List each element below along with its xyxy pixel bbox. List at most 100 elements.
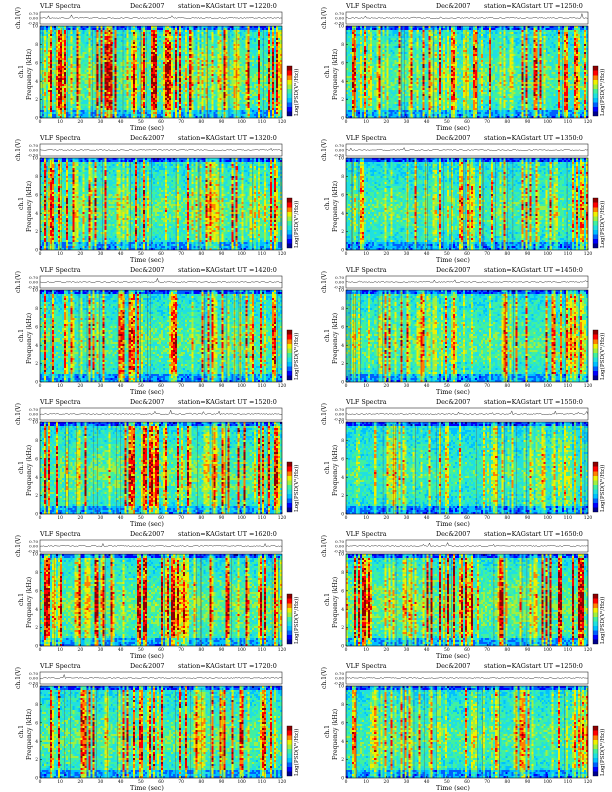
x-tick-label: 90 [219, 120, 225, 125]
waveform-y-axis-label: ch.1(V) [15, 139, 22, 161]
y-tick-label: 2 [35, 494, 38, 499]
x-tick-label: 30 [404, 648, 410, 653]
y-tick-label: 8 [341, 571, 344, 576]
y-tick-label: 2 [341, 230, 344, 235]
y-tick-label: 6 [35, 61, 38, 66]
spectrogram-cells [40, 554, 282, 646]
x-tick-label: 80 [505, 252, 511, 257]
colorbar-label: Log(PSD(V²/Hz)) [294, 333, 300, 380]
y-axis-label: Frequency (kHz) [332, 709, 339, 760]
x-tick-label: 90 [525, 120, 531, 125]
waveform-frame [346, 276, 588, 288]
colorbar-label: Log(PSD(V²/Hz)) [294, 465, 300, 512]
x-tick-label: 10 [363, 648, 369, 653]
x-tick-label: 20 [78, 780, 84, 785]
x-axis-label: Time (sec) [130, 256, 164, 264]
channel-label: ch.1 [18, 725, 25, 738]
y-axis-label: Frequency (kHz) [26, 49, 33, 100]
x-tick-label: 70 [178, 252, 184, 257]
x-tick-label: 80 [199, 252, 205, 257]
x-tick-label: 0 [345, 516, 348, 521]
x-tick-label: 30 [404, 780, 410, 785]
x-tick-label: 100 [237, 516, 246, 521]
y-axis-label: Frequency (kHz) [332, 181, 339, 232]
y-tick-label: 4 [35, 608, 38, 613]
x-tick-label: 90 [525, 252, 531, 257]
spectrogram-cells [346, 158, 588, 250]
colorbar-label: Log(PSD(V²/Hz)) [600, 729, 606, 776]
waveform-y-axis-label: ch.1(V) [15, 535, 22, 557]
x-tick-label: 40 [424, 648, 430, 653]
x-tick-label: 100 [543, 516, 552, 521]
y-tick-label: 8 [35, 307, 38, 312]
x-tick-label: 120 [278, 384, 287, 389]
y-tick-label: 2 [341, 98, 344, 103]
x-tick-label: 0 [345, 252, 348, 257]
x-tick-label: 110 [258, 648, 267, 653]
waveform-y-axis-label: ch.1(V) [321, 403, 328, 425]
spectrogram-panel: VLF Spectra Dec&2007 station=KAG start UT =… [306, 660, 612, 792]
x-tick-label: 70 [484, 384, 490, 389]
x-tick-label: 40 [424, 384, 430, 389]
waveform-frame [40, 408, 282, 420]
x-tick-label: 90 [525, 384, 531, 389]
x-tick-label: 120 [278, 516, 287, 521]
x-tick-label: 0 [345, 780, 348, 785]
y-tick-label: 8 [341, 43, 344, 48]
spectrogram-panel: VLF Spectra Dec&2007 station=KAG start UT =… [306, 0, 612, 132]
y-tick-label: 4 [35, 212, 38, 217]
waveform-trace [40, 544, 282, 547]
x-tick-label: 10 [57, 648, 63, 653]
x-tick-label: 10 [363, 252, 369, 257]
y-tick-label: 10 [32, 157, 38, 162]
spectrogram-panel: VLF Spectra Dec&2007 station=KAG start UT =… [0, 132, 306, 264]
y-tick-label: 8 [35, 439, 38, 444]
x-tick-label: 0 [39, 384, 42, 389]
waveform-trace [346, 280, 588, 283]
x-tick-label: 80 [199, 780, 205, 785]
y-tick-label: 4 [35, 80, 38, 85]
y-tick-label: 8 [341, 703, 344, 708]
x-axis-label: Time (sec) [436, 388, 470, 396]
x-tick-label: 40 [424, 252, 430, 257]
x-tick-label: 110 [258, 252, 267, 257]
x-tick-label: 0 [39, 780, 42, 785]
channel-label: ch.1 [18, 197, 25, 210]
x-tick-label: 120 [584, 780, 593, 785]
waveform-y-axis-label: ch.1(V) [15, 271, 22, 293]
waveform-trace [40, 410, 282, 415]
x-tick-label: 90 [525, 516, 531, 521]
x-axis-label: Time (sec) [436, 652, 470, 660]
x-tick-label: 0 [345, 648, 348, 653]
spectrogram-panel: VLF Spectra Dec&2007 station=KAG start UT =… [306, 528, 612, 660]
x-tick-label: 120 [278, 120, 287, 125]
waveform-y-axis-label: ch.1(V) [321, 535, 328, 557]
x-tick-label: 110 [564, 516, 573, 521]
x-tick-label: 80 [505, 120, 511, 125]
y-axis-label: Frequency (kHz) [332, 577, 339, 628]
x-tick-label: 100 [543, 252, 552, 257]
y-tick-label: 10 [338, 289, 344, 294]
x-tick-label: 70 [178, 384, 184, 389]
y-tick-label: 6 [341, 61, 344, 66]
y-tick-label: 8 [35, 43, 38, 48]
x-tick-label: 20 [384, 516, 390, 521]
channel-label: ch.1 [18, 461, 25, 474]
spectrogram-cells [346, 422, 588, 514]
y-tick-label: 10 [338, 421, 344, 426]
x-tick-label: 80 [199, 384, 205, 389]
x-tick-label: 110 [564, 648, 573, 653]
spectrogram-cells [40, 26, 282, 118]
x-tick-label: 80 [505, 384, 511, 389]
y-tick-label: 6 [35, 193, 38, 198]
x-tick-label: 120 [584, 648, 593, 653]
waveform-trace [346, 543, 588, 547]
channel-label: ch.1 [324, 725, 331, 738]
